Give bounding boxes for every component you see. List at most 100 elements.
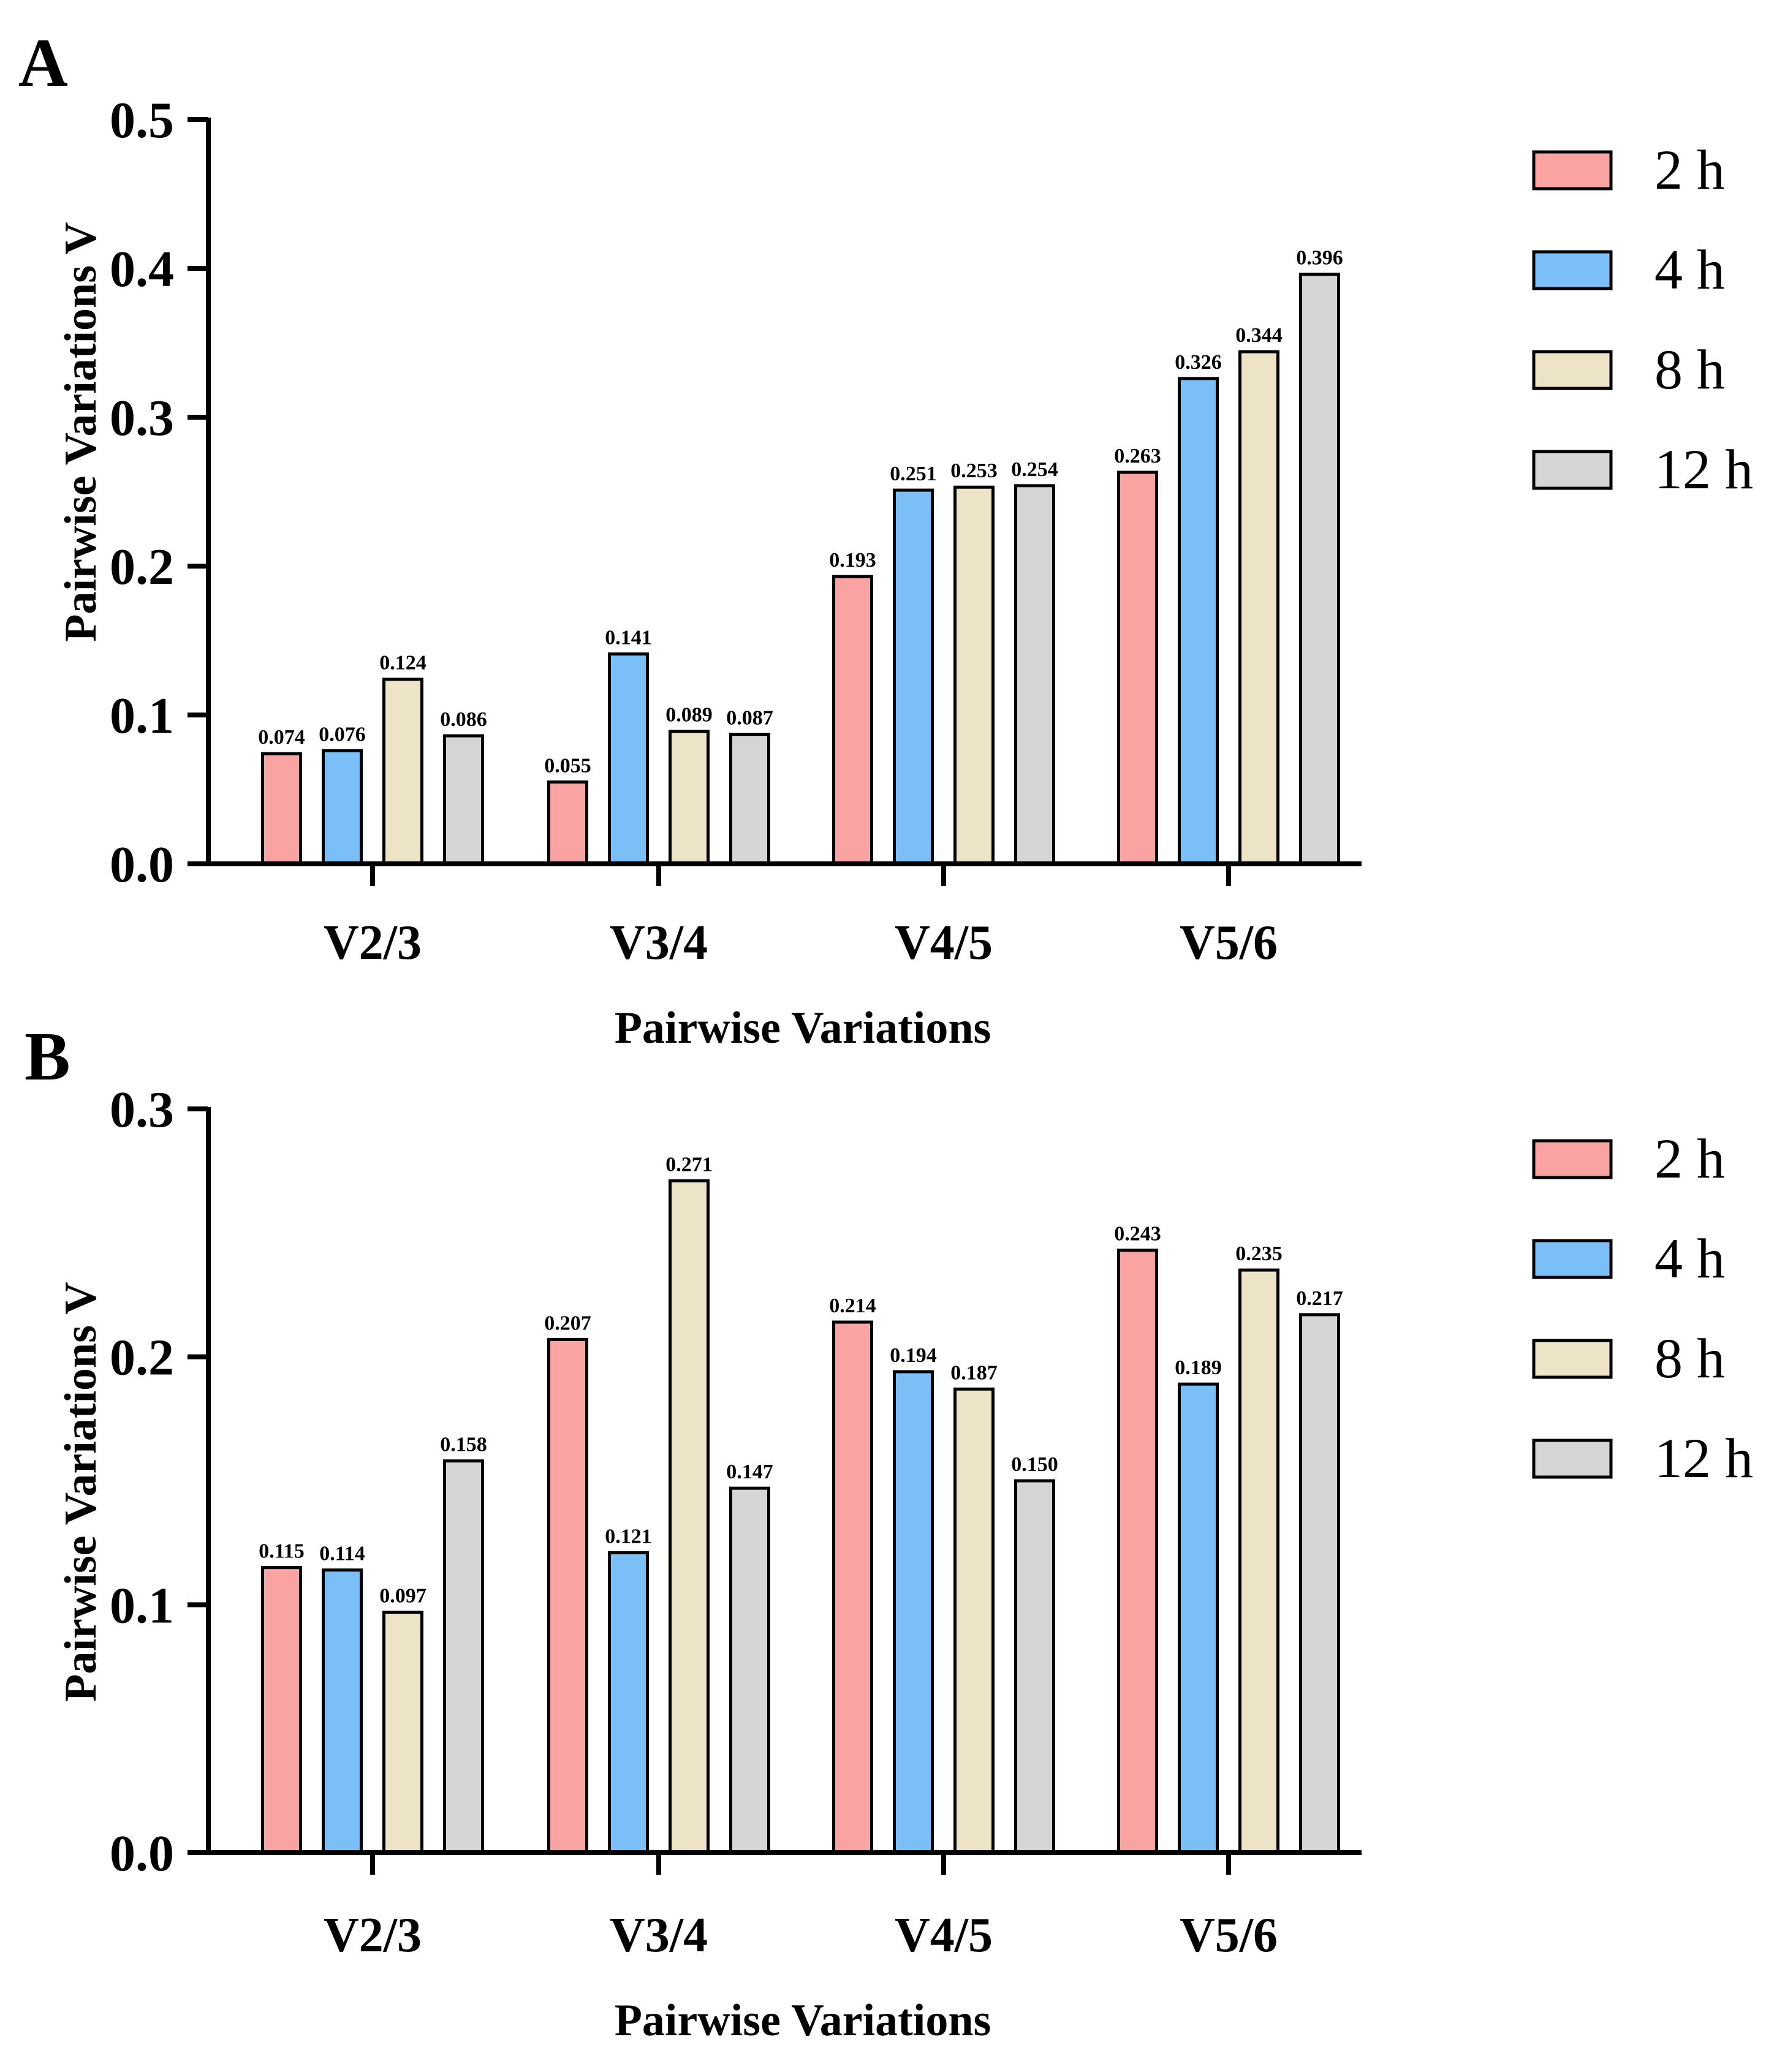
legend-swatch-4h [1532,1239,1613,1279]
legend-swatch-2h [1532,150,1613,191]
panel-label-a: A [18,25,68,101]
y-tick-label: 0.0 [110,836,174,893]
data-label: 0.207 [544,1312,591,1334]
data-label: 0.086 [440,708,487,731]
legend-label: 12 h [1654,438,1753,501]
data-label: 0.124 [379,652,426,675]
legend-swatch-8h [1532,350,1613,390]
data-label: 0.189 [1175,1356,1222,1379]
data-label: 0.243 [1114,1223,1161,1246]
bar-a-12h-V4-5 [1014,484,1055,866]
legend-a: 2 h 4 h 8 h 12 h [1532,138,1753,501]
data-label: 0.271 [665,1153,713,1176]
bar-b-2h-V4-5 [832,1320,873,1855]
data-label: 0.235 [1235,1242,1283,1265]
y-tick-label: 0.3 [110,1081,174,1138]
bar-b-12h-V3-4 [729,1486,770,1855]
y-axis-title-a: Pairwise Variations V [56,222,106,641]
bar-b-4h-V4-5 [893,1370,934,1855]
y-tick-label: 0.1 [110,1577,174,1634]
data-label: 0.251 [890,463,937,485]
data-label: 0.326 [1175,351,1222,374]
data-label: 0.254 [1011,458,1058,481]
data-label: 0.253 [950,459,998,482]
data-label: 0.114 [319,1543,365,1565]
y-tick-label: 0.4 [110,241,174,298]
data-label: 0.396 [1296,247,1343,270]
bar-a-4h-V2-3 [322,749,363,866]
data-label: 0.121 [605,1525,652,1548]
legend-label: 2 h [1654,1127,1725,1190]
data-label: 0.158 [440,1434,487,1456]
data-label: 0.217 [1296,1287,1343,1310]
bar-b-8h-V5-6 [1238,1268,1279,1855]
y-tick-label: 0.2 [110,539,174,596]
bar-a-4h-V4-5 [893,488,934,866]
legend-label: 4 h [1654,238,1725,301]
bar-a-2h-V3-4 [547,780,588,866]
bar-a-12h-V5-6 [1299,273,1340,866]
legend-label: 4 h [1654,1227,1725,1290]
legend-swatch-12h [1532,450,1613,490]
data-label: 0.141 [605,626,652,649]
data-label: 0.214 [829,1295,876,1317]
x-tick-label: V2/3 [324,1908,422,1962]
data-label: 0.193 [829,549,876,572]
data-label: 0.089 [665,704,713,727]
x-tick-label: V2/3 [324,916,422,970]
plot-area-a: 0.074 0.055 0.193 0.263 0.076 0.141 0.251 0.326… [110,92,1362,970]
x-tick-label: V3/4 [610,1908,708,1962]
plot-area-b: 0.115 0.207 0.214 0.243 0.114 0.121 0.194 0.189… [110,1081,1362,1962]
legend-swatch-12h [1532,1439,1613,1479]
bar-a-2h-V5-6 [1117,471,1158,866]
legend-b: 2 h 4 h 8 h 12 h [1532,1127,1753,1489]
bar-b-2h-V3-4 [547,1337,588,1855]
panel-a: A Pairwise Variations V Pairwise Variati… [18,25,1753,1053]
data-label: 0.187 [950,1361,998,1384]
x-tick-label: V5/6 [1180,1908,1278,1962]
bar-b-8h-V4-5 [953,1387,995,1855]
y-tick-label: 0.3 [110,390,174,447]
x-tick-label: V4/5 [895,1908,993,1962]
data-label: 0.150 [1011,1453,1058,1476]
bar-b-4h-V3-4 [608,1551,649,1855]
bar-b-12h-V5-6 [1299,1313,1340,1855]
data-label: 0.115 [259,1540,305,1563]
legend-swatch-8h [1532,1339,1613,1379]
bar-b-12h-V4-5 [1014,1479,1055,1855]
data-label: 0.076 [319,723,366,746]
data-label: 0.147 [726,1461,773,1483]
y-tick-label: 0.1 [110,687,174,744]
y-tick-label: 0.2 [110,1329,174,1386]
bar-a-8h-V4-5 [953,485,995,866]
bar-a-2h-V2-3 [261,752,302,866]
legend-label: 8 h [1654,338,1725,401]
legend-label: 2 h [1654,138,1725,201]
y-tick-label: 0.0 [110,1825,174,1882]
data-label: 0.263 [1114,445,1161,467]
data-label: 0.055 [544,754,591,777]
bar-a-2h-V4-5 [832,575,873,866]
bar-b-2h-V5-6 [1117,1249,1158,1855]
bar-a-8h-V3-4 [669,730,710,866]
x-tick-label: V5/6 [1180,916,1278,970]
bar-a-12h-V3-4 [729,733,770,866]
y-tick-label: 0.5 [110,92,174,149]
legend-swatch-4h [1532,250,1613,290]
bar-b-8h-V3-4 [669,1179,710,1855]
x-axis-title-a: Pairwise Variations [615,1003,991,1053]
data-label: 0.097 [379,1584,426,1607]
x-tick-label: V3/4 [610,916,708,970]
data-label: 0.074 [258,726,305,749]
bar-a-4h-V3-4 [608,652,649,866]
bar-b-2h-V2-3 [261,1566,302,1855]
bar-b-12h-V2-3 [443,1459,484,1855]
bar-b-4h-V2-3 [322,1568,363,1855]
x-tick-label: V4/5 [895,916,993,970]
bar-a-4h-V5-6 [1178,377,1219,866]
bar-a-8h-V5-6 [1238,350,1279,866]
bar-b-4h-V5-6 [1178,1382,1219,1855]
bar-a-8h-V2-3 [382,678,423,866]
data-label: 0.194 [890,1344,937,1367]
